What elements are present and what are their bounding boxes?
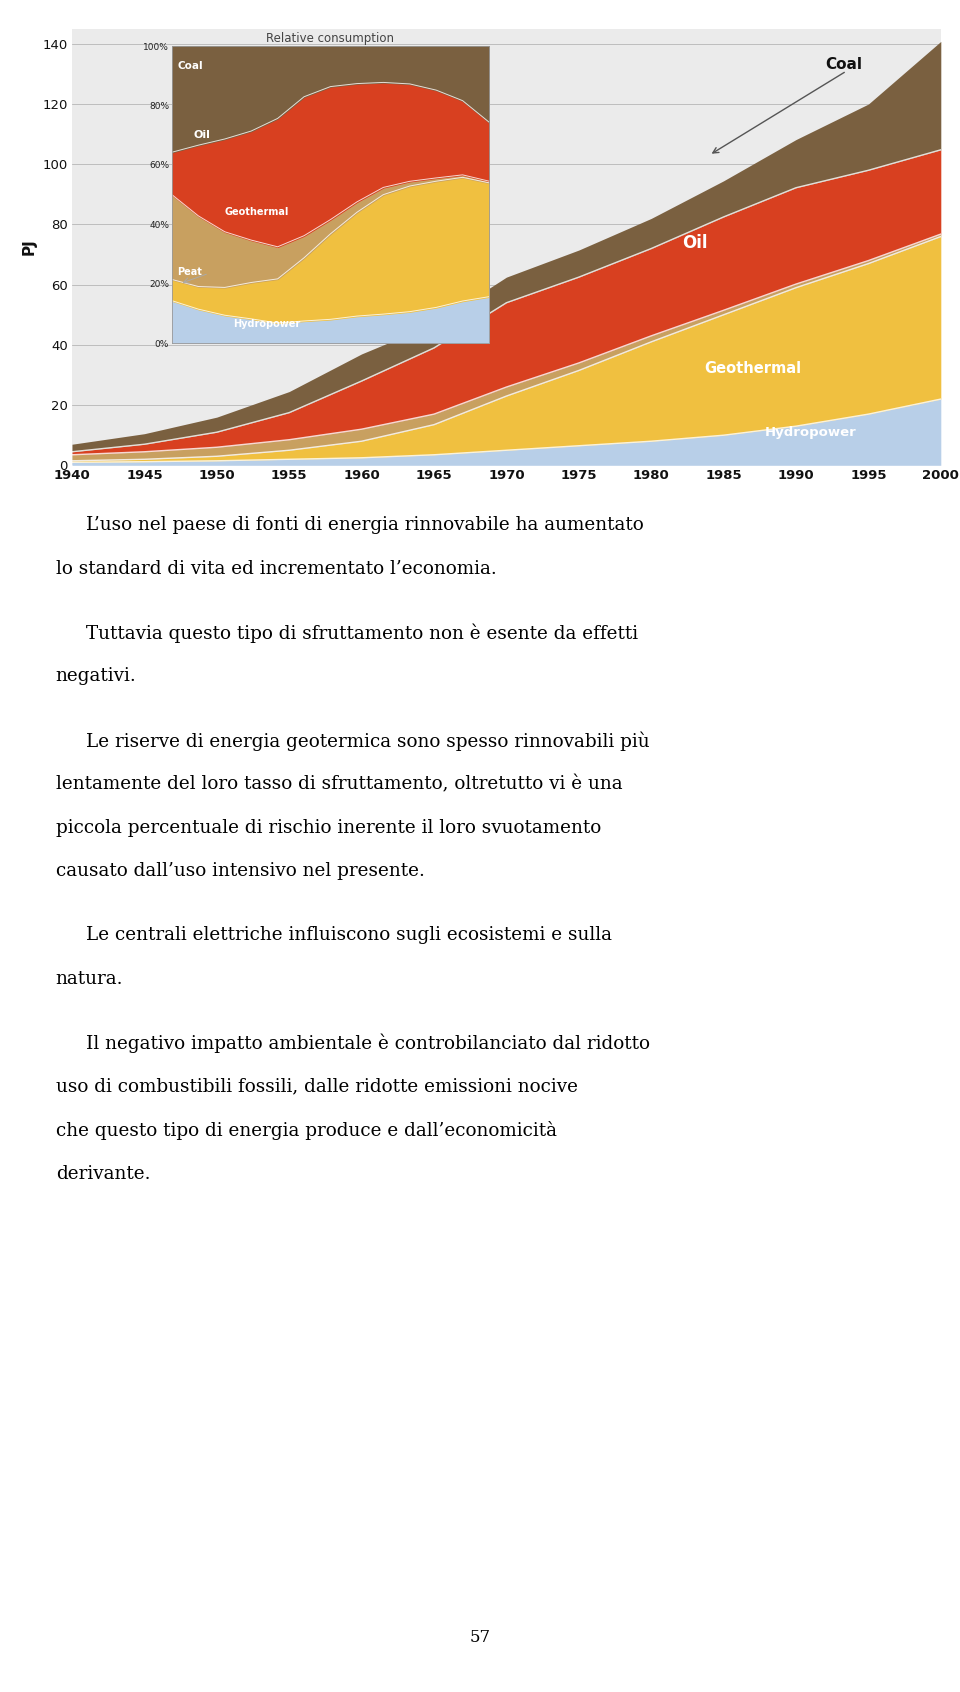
Y-axis label: PJ: PJ xyxy=(22,239,36,255)
Text: Coal: Coal xyxy=(825,58,862,73)
Text: Il negativo impatto ambientale è controbilanciato dal ridotto: Il negativo impatto ambientale è controb… xyxy=(86,1034,651,1054)
Text: 57: 57 xyxy=(469,1629,491,1646)
Text: Hydropower: Hydropower xyxy=(764,426,856,438)
Text: derivante.: derivante. xyxy=(56,1164,150,1183)
Text: Tuttavia questo tipo di sfruttamento non è esente da effetti: Tuttavia questo tipo di sfruttamento non… xyxy=(86,624,638,643)
Text: uso di combustibili fossili, dalle ridotte emissioni nocive: uso di combustibili fossili, dalle ridot… xyxy=(56,1078,578,1095)
Text: piccola percentuale di rischio inerente il loro svuotamento: piccola percentuale di rischio inerente … xyxy=(56,819,601,836)
Text: causato dall’uso intensivo nel presente.: causato dall’uso intensivo nel presente. xyxy=(56,863,424,880)
Text: che questo tipo di energia produce e dall’economicità: che questo tipo di energia produce e dal… xyxy=(56,1122,557,1140)
Text: negativi.: negativi. xyxy=(56,667,136,685)
Text: Le riserve di energia geotermica sono spesso rinnovabili più: Le riserve di energia geotermica sono sp… xyxy=(86,731,650,751)
Text: Oil: Oil xyxy=(682,233,708,252)
Text: Geothermal: Geothermal xyxy=(704,362,802,376)
Text: L’uso nel paese di fonti di energia rinnovabile ha aumentato: L’uso nel paese di fonti di energia rinn… xyxy=(86,516,644,535)
Text: Le centrali elettriche influiscono sugli ecosistemi e sulla: Le centrali elettriche influiscono sugli… xyxy=(86,926,612,944)
Text: lo standard di vita ed incrementato l’economia.: lo standard di vita ed incrementato l’ec… xyxy=(56,560,496,577)
Text: natura.: natura. xyxy=(56,970,123,988)
Text: lentamente del loro tasso di sfruttamento, oltretutto vi è una: lentamente del loro tasso di sfruttament… xyxy=(56,775,622,794)
